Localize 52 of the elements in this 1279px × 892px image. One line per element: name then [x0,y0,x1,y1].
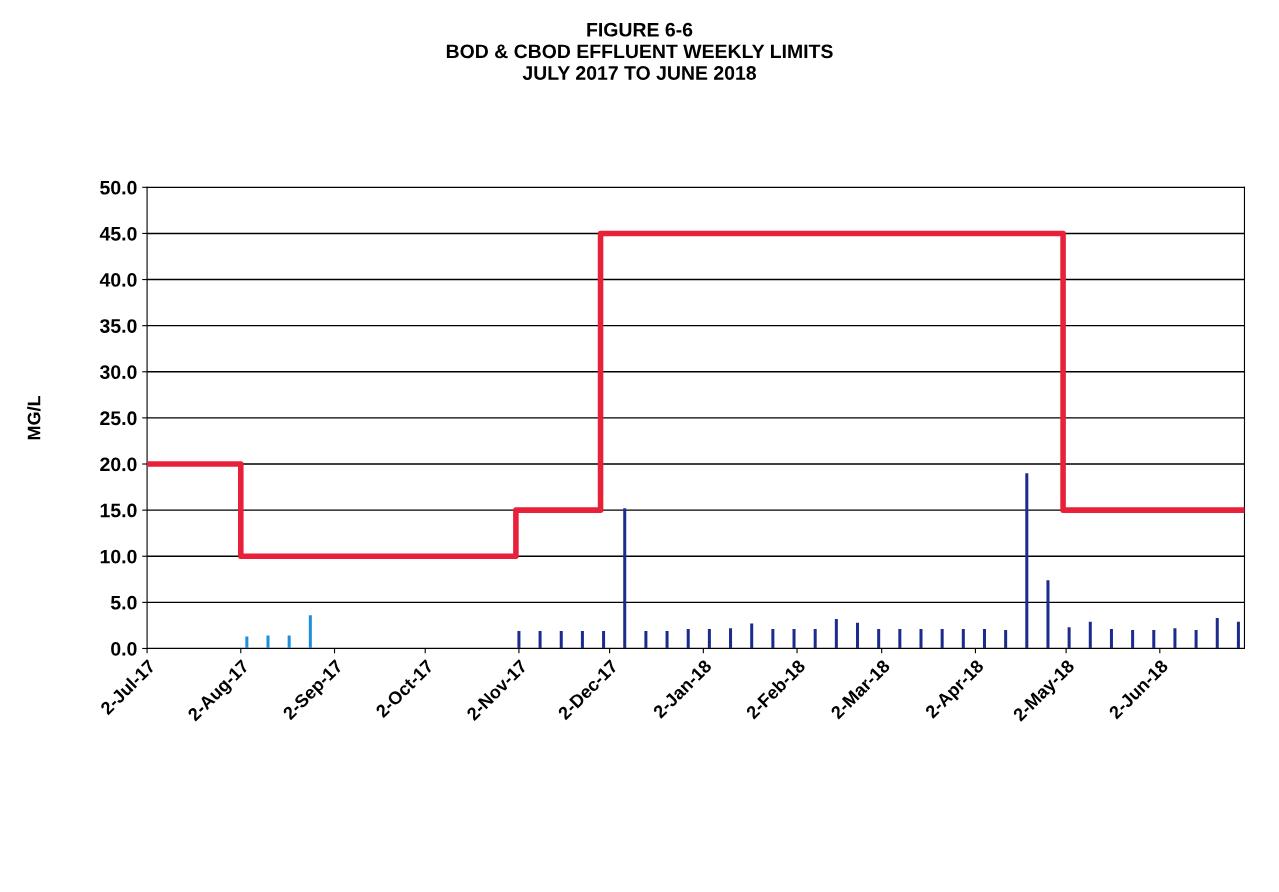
y-tick-label: 0.0 [111,641,137,656]
bar [1152,630,1156,649]
bar [856,622,860,649]
bar [559,630,563,649]
bar [517,630,521,649]
bar [834,618,838,649]
bar [1088,621,1092,649]
bar [1004,630,1008,649]
y-tick-label: 40.0 [99,273,137,287]
bar [961,629,965,649]
bar [538,630,542,649]
bar [1173,628,1177,649]
bar [1025,473,1029,649]
y-tick-label: 35.0 [99,319,137,333]
bar [602,630,606,649]
y-axis-title: MG/L [27,395,41,440]
bar [1067,627,1071,649]
bar [1215,618,1219,649]
bar [940,629,944,649]
bar [266,635,270,649]
y-tick-label: 10.0 [100,549,137,564]
bar [771,629,775,649]
bar [287,635,291,649]
bar [644,630,648,649]
y-tick-label: 25.0 [100,411,137,426]
y-tick-label: 5.0 [110,595,137,610]
bar [1109,629,1113,649]
y-tick-label: 50.0 [100,180,137,195]
bar [308,615,312,649]
bar [1131,630,1135,649]
bar [1236,621,1240,649]
bar [707,629,711,649]
bar [982,629,986,649]
bar [729,628,733,649]
bar [686,629,690,649]
bar [623,508,627,649]
bar [1194,630,1198,649]
bar [245,636,249,649]
y-tick-label: 15.0 [100,503,137,518]
chart-title: FIGURE 6-6 BOD & CBOD EFFLUENT WEEKLY LIMITS JULY 2017 TO JUNE 2018 [446,22,833,80]
y-tick-label: 30.0 [99,365,137,380]
bar [813,629,817,649]
bar [919,629,923,649]
y-tick-label: 45.0 [99,226,137,241]
bar [1046,580,1050,649]
bar [665,630,669,649]
bar [750,623,754,649]
bar [792,629,796,649]
bar [898,629,902,649]
y-tick-label: 20.0 [100,457,137,472]
bar [580,630,584,649]
bar [877,629,881,649]
